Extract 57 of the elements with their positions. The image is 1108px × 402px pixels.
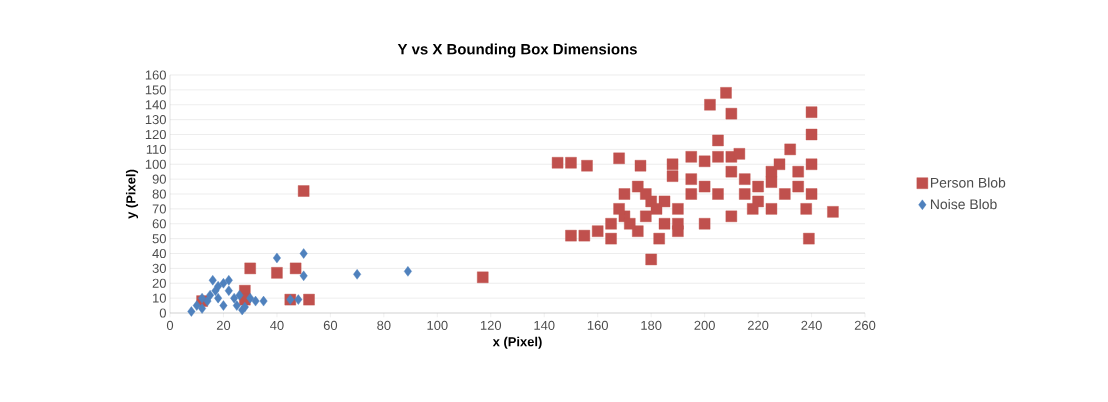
y-tick-label: 100 bbox=[145, 159, 166, 169]
legend-label: Noise Blob bbox=[930, 198, 997, 210]
y-tick-label: 130 bbox=[145, 115, 166, 125]
x-tick-label: 240 bbox=[801, 320, 822, 330]
y-tick-label: 70 bbox=[152, 204, 166, 214]
x-tick-label: 140 bbox=[534, 320, 555, 330]
x-tick-label: 0 bbox=[166, 320, 174, 330]
y-tick-label: 10 bbox=[153, 293, 166, 303]
point bbox=[299, 248, 308, 259]
point bbox=[403, 266, 412, 277]
x-tick-label: 100 bbox=[427, 320, 448, 330]
chart-title: Y vs X Bounding Box Dimensions bbox=[397, 43, 637, 58]
point bbox=[353, 269, 362, 280]
legend-label: Person Blob bbox=[930, 177, 1006, 188]
x-tick-label: 40 bbox=[270, 320, 284, 330]
x-tick-label: 160 bbox=[587, 320, 608, 330]
point bbox=[272, 252, 281, 264]
point bbox=[230, 292, 239, 304]
point bbox=[208, 275, 217, 286]
x-tick-label: 120 bbox=[480, 320, 502, 330]
y-tick-label: 60 bbox=[152, 219, 166, 229]
point bbox=[198, 303, 207, 314]
y-tick-label: 50 bbox=[152, 234, 166, 244]
x-tick-label: 20 bbox=[216, 320, 231, 330]
y-tick-label: 150 bbox=[145, 85, 166, 95]
y-tick-label: 120 bbox=[145, 129, 166, 140]
y-axis-title: y (Pixel) bbox=[125, 169, 139, 219]
point bbox=[206, 289, 215, 301]
point bbox=[232, 300, 241, 311]
point bbox=[299, 270, 308, 282]
point bbox=[219, 278, 228, 289]
y-tick-label: 140 bbox=[145, 100, 166, 110]
y-tick-label: 110 bbox=[146, 144, 166, 154]
point bbox=[294, 294, 303, 305]
point bbox=[251, 295, 260, 307]
y-tick-label: 160 bbox=[145, 70, 166, 80]
x-axis-title: x (Pixel) bbox=[492, 336, 542, 349]
y-tick-label: 20 bbox=[152, 278, 166, 288]
x-tick-label: 200 bbox=[694, 320, 715, 330]
point bbox=[192, 300, 201, 311]
y-tick-label: 40 bbox=[152, 248, 166, 259]
point bbox=[211, 285, 220, 296]
y-tick-label: 80 bbox=[152, 189, 166, 199]
point bbox=[214, 292, 223, 304]
point bbox=[187, 306, 196, 317]
point bbox=[219, 300, 228, 311]
y-tick-label: 0 bbox=[159, 308, 166, 318]
x-tick-label: 180 bbox=[641, 320, 662, 330]
y-tick-label: 90 bbox=[152, 174, 166, 184]
x-tick-label: 80 bbox=[377, 320, 391, 330]
x-tick-label: 220 bbox=[747, 320, 769, 330]
x-tick-label: 260 bbox=[854, 320, 876, 330]
y-tick-label: 30 bbox=[152, 263, 166, 273]
x-tick-label: 60 bbox=[323, 320, 338, 330]
point bbox=[259, 295, 268, 307]
point bbox=[224, 275, 233, 286]
point bbox=[224, 285, 233, 296]
